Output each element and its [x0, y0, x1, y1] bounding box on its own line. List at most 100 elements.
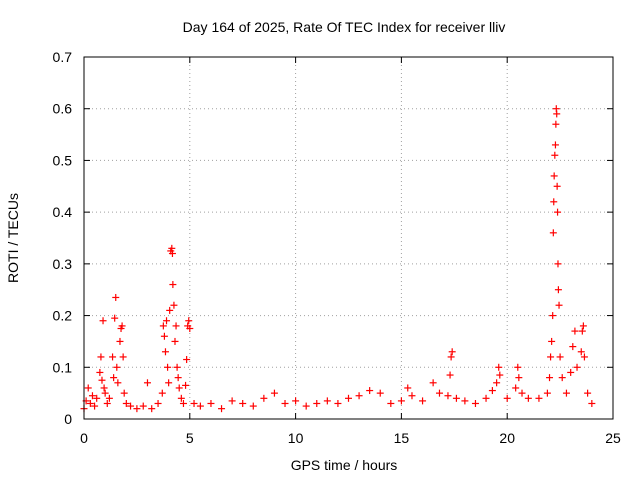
data-point — [503, 394, 511, 402]
data-point — [158, 389, 166, 397]
data-point — [133, 405, 141, 413]
data-point — [556, 353, 564, 361]
data-point — [553, 110, 561, 118]
data-point — [549, 229, 557, 237]
data-point — [580, 353, 588, 361]
data-point — [461, 397, 469, 405]
data-point — [113, 363, 121, 371]
data-point — [447, 353, 455, 361]
data-point — [579, 322, 587, 330]
data-point — [546, 374, 554, 382]
data-point — [584, 389, 592, 397]
data-point — [446, 371, 454, 379]
data-point — [179, 399, 187, 407]
data-point — [173, 363, 181, 371]
data-point — [493, 379, 501, 387]
data-point — [169, 281, 177, 289]
data-point — [111, 314, 119, 322]
data-point — [174, 374, 182, 382]
plot-frame — [83, 56, 614, 420]
data-point — [249, 402, 257, 410]
data-point — [86, 399, 94, 407]
data-point — [555, 301, 563, 309]
data-point — [109, 353, 117, 361]
data-point — [218, 405, 226, 413]
data-point — [397, 397, 405, 405]
data-point — [552, 120, 560, 128]
data-point — [571, 327, 579, 335]
data-point — [548, 337, 556, 345]
data-point — [100, 384, 108, 392]
data-point — [535, 394, 543, 402]
data-point — [569, 343, 577, 351]
data-point — [143, 379, 151, 387]
data-point — [302, 402, 310, 410]
data-point — [554, 286, 562, 294]
y-tick-label: 0.3 — [53, 256, 73, 272]
data-point — [270, 389, 278, 397]
data-point — [577, 348, 585, 356]
data-point — [567, 368, 575, 376]
data-point — [495, 363, 503, 371]
x-tick-label: 20 — [499, 430, 515, 446]
data-point — [122, 399, 130, 407]
data-point — [182, 381, 190, 389]
data-point — [119, 353, 127, 361]
data-point — [185, 317, 193, 325]
data-point — [170, 301, 178, 309]
data-point — [172, 322, 180, 330]
data-point — [515, 374, 523, 382]
data-point — [578, 327, 586, 335]
x-tick-labels: 0 5 10 15 20 25 — [80, 430, 621, 446]
data-point — [408, 392, 416, 400]
data-point — [345, 394, 352, 402]
data-point — [444, 392, 452, 400]
data-point — [186, 325, 194, 332]
x-axis-label: GPS time / hours — [291, 457, 398, 473]
data-point — [159, 322, 167, 330]
data-point — [550, 172, 558, 180]
data-point — [166, 306, 174, 314]
data-point — [524, 394, 532, 402]
x-tick-label: 10 — [288, 430, 304, 446]
data-point — [313, 399, 321, 407]
data-point — [168, 244, 176, 252]
data-point — [112, 293, 120, 301]
data-point — [376, 389, 384, 397]
data-point — [435, 389, 443, 397]
y-tick-label: 0.5 — [53, 152, 73, 168]
data-point — [355, 392, 363, 400]
data-point — [207, 399, 215, 407]
data-point — [168, 250, 176, 258]
data-point — [366, 387, 374, 395]
data-point — [482, 394, 490, 402]
y-tick-label: 0.6 — [53, 101, 73, 117]
x-tick-label: 0 — [80, 430, 88, 446]
data-point — [110, 374, 118, 382]
data-point — [97, 353, 105, 361]
data-point — [551, 141, 559, 149]
y-tick-label: 0.1 — [53, 359, 73, 375]
data-points — [80, 105, 596, 413]
axis-ticks — [83, 56, 614, 420]
data-point — [334, 399, 342, 407]
data-point — [448, 348, 456, 356]
data-point — [404, 384, 412, 392]
data-point — [139, 402, 147, 410]
data-point — [281, 399, 289, 407]
data-point — [99, 317, 107, 325]
data-point — [127, 402, 135, 410]
data-point — [553, 182, 561, 190]
data-point — [452, 394, 460, 402]
data-point — [323, 397, 331, 405]
data-point — [163, 317, 171, 325]
data-point — [514, 363, 522, 371]
data-point — [228, 397, 236, 405]
data-point — [547, 353, 555, 361]
x-tick-label: 25 — [605, 430, 621, 446]
data-point — [161, 348, 169, 356]
x-tick-label: 5 — [186, 430, 194, 446]
data-point — [116, 337, 124, 345]
data-point — [573, 363, 581, 371]
